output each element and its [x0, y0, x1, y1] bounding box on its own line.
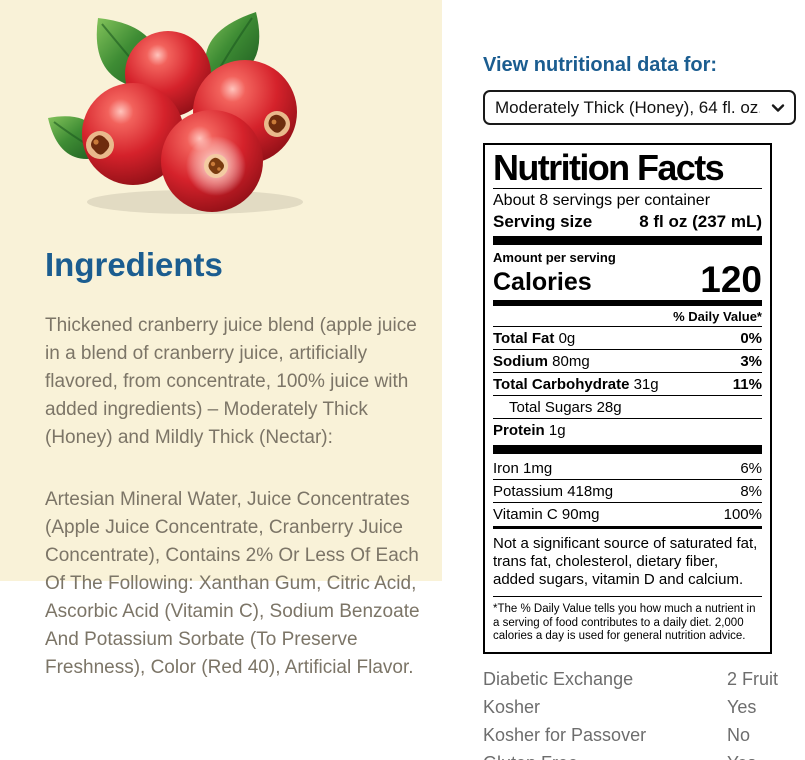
thick-divider: [493, 445, 762, 455]
daily-value-header: % Daily Value*: [673, 309, 762, 325]
nutrient-amount: 80mg: [552, 352, 590, 370]
nutrient-amount: 1mg: [523, 459, 553, 477]
thick-divider: [493, 236, 762, 246]
daily-value-footnote: *The % Daily Value tells you how much a …: [493, 603, 756, 643]
nutrient-amount: 28g: [596, 398, 622, 416]
attribute-row-kosher: Kosher Yes: [483, 693, 798, 721]
nutrient-row-protein: Protein 1g: [493, 418, 762, 441]
serving-select[interactable]: Moderately Thick (Honey), 64 fl. oz.: [483, 90, 796, 125]
ingredients-title: Ingredients: [45, 246, 223, 283]
nutrient-row-iron: Iron 1mg 6%: [493, 457, 762, 479]
nutrient-row-sodium: Sodium 80mg 3%: [493, 349, 762, 372]
serving-size-label: Serving size: [493, 212, 593, 232]
attribute-value: Yes: [727, 696, 757, 717]
nutrient-label: Total Carbohydrate: [493, 375, 630, 393]
nutrient-name: Potassium 418mg: [493, 483, 613, 500]
nutrient-dv: 6%: [740, 459, 762, 477]
nutrient-row-total-fat: Total Fat 0g 0%: [493, 326, 762, 349]
nutrient-name: Protein 1g: [493, 422, 566, 439]
attribute-value: No: [727, 724, 751, 745]
view-nutritional-data-title: View nutritional data for:: [483, 54, 718, 76]
nutrient-name: Total Carbohydrate 31g: [493, 376, 659, 393]
attribute-label: Kosher for Passover: [483, 724, 647, 745]
nutrient-row-total-carbohydrate: Total Carbohydrate 31g 11%: [493, 372, 762, 395]
attribute-label: Diabetic Exchange: [483, 668, 634, 689]
attribute-row-gluten-free: Gluten Free Yes: [483, 749, 798, 760]
berry: [82, 83, 184, 185]
nutrient-label: Protein: [493, 421, 545, 439]
ingredients-paragraph-2: Artesian Mineral Water, Juice Concentrat…: [45, 489, 420, 678]
calories-row: Calories 120: [493, 259, 762, 301]
nutrient-label: Total Sugars: [509, 398, 593, 416]
amount-per-serving: Amount per serving: [493, 250, 616, 266]
berry-calyx: [264, 111, 290, 137]
attribute-value: Yes: [727, 749, 756, 760]
nutrient-name: Total Sugars 28g: [493, 399, 622, 416]
nutrient-dv: 11%: [732, 375, 762, 393]
nutrient-name: Total Fat 0g: [493, 330, 575, 347]
attribute-value: 2 Fruit: [727, 668, 779, 689]
calories-value: 120: [700, 259, 762, 301]
nutrition-column: View nutritional data for: Moderately Th…: [483, 54, 798, 760]
nutrition-facts-label: Nutrition Facts About 8 servings per con…: [483, 143, 772, 654]
nutrient-amount: 418mg: [567, 482, 614, 500]
berry-calyx: [86, 131, 114, 159]
nutrient-label: Sodium: [493, 352, 548, 370]
attribute-row-kosher-for-passover: Kosher for Passover No: [483, 721, 798, 749]
attribute-label: Kosher: [483, 696, 541, 717]
serving-size-row: Serving size 8 fl oz (237 mL): [493, 211, 762, 232]
not-significant-note: Not a significant source of saturated fa…: [493, 535, 758, 589]
berry-calyx: [204, 154, 228, 178]
nutrient-label: Vitamin C: [493, 505, 558, 523]
nutrient-amount: 0g: [558, 329, 576, 347]
nutrient-amount: 31g: [633, 375, 659, 393]
servings-per-container: About 8 servings per container: [493, 192, 711, 210]
nutrition-facts-title: Nutrition Facts: [493, 147, 725, 188]
nutrient-label: Total Fat: [493, 329, 555, 347]
medium-divider: [493, 300, 762, 307]
nutrient-label: Potassium: [493, 482, 564, 500]
nutrient-row-total-sugars: Total Sugars 28g: [493, 395, 762, 418]
serving-size-value: 8 fl oz (237 mL): [639, 212, 762, 232]
nutrient-dv: 0%: [740, 329, 762, 347]
nutrient-dv: 3%: [740, 352, 762, 370]
serving-select-wrap: Moderately Thick (Honey), 64 fl. oz.: [483, 90, 796, 125]
nutrient-amount: 1g: [548, 421, 566, 439]
calories-label: Calories: [493, 268, 592, 297]
ingredients-paragraph-1: Thickened cranberry juice blend (apple j…: [45, 315, 417, 448]
nutrient-label: Iron: [493, 459, 519, 477]
nutrient-dv: 100%: [723, 505, 762, 523]
attribute-row-diabetic-exchange: Diabetic Exchange 2 Fruit: [483, 665, 798, 693]
nutrient-name: Sodium 80mg: [493, 353, 590, 370]
nutrient-name: Vitamin C 90mg: [493, 506, 599, 523]
thin-divider: [493, 526, 762, 530]
attribute-label: Gluten Free: [483, 749, 727, 760]
nutrient-name: Iron 1mg: [493, 460, 552, 477]
nutrient-row-potassium: Potassium 418mg 8%: [493, 479, 762, 502]
nutrient-dv: 8%: [740, 482, 762, 500]
cranberries-image: [48, 12, 303, 214]
nutrient-row-vitamin-c: Vitamin C 90mg 100%: [493, 502, 762, 525]
nutrient-amount: 90mg: [561, 505, 600, 523]
dietary-attributes-list: Diabetic Exchange 2 Fruit Kosher Yes Kos…: [483, 665, 798, 760]
